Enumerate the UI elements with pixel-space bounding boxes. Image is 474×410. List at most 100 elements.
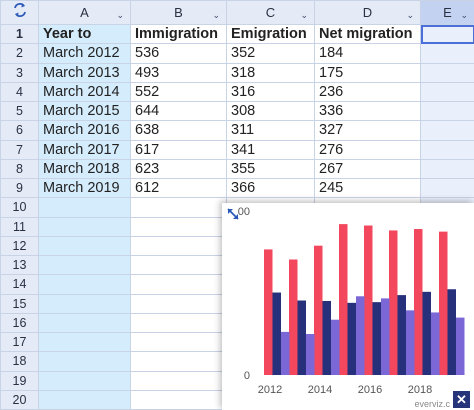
bar-emigration-2013[interactable]: [297, 300, 307, 375]
row-number[interactable]: 15: [0, 293, 39, 314]
bar-immigration-2012[interactable]: [264, 249, 273, 375]
cell-b7[interactable]: 617: [130, 139, 227, 160]
cell-d3[interactable]: 175: [314, 62, 421, 83]
row-number[interactable]: 2: [0, 43, 39, 64]
column-header-e[interactable]: E ⌄: [420, 0, 474, 25]
bar-immigration-2016[interactable]: [364, 225, 373, 375]
chevron-down-icon[interactable]: ⌄: [406, 10, 414, 20]
cell-c7[interactable]: 341: [226, 139, 315, 160]
cell-a2[interactable]: March 2012: [38, 43, 131, 64]
expand-arrows-icon[interactable]: [226, 207, 240, 221]
row-number[interactable]: 9: [0, 177, 39, 199]
row-number[interactable]: 19: [0, 370, 39, 391]
cell-d4[interactable]: 236: [314, 81, 421, 103]
cell-b20[interactable]: [130, 389, 227, 410]
cell-a5[interactable]: March 2015: [38, 100, 131, 122]
cell-c2[interactable]: 352: [226, 43, 315, 64]
cell-b13[interactable]: [130, 254, 227, 276]
cell-b5[interactable]: 644: [130, 100, 227, 122]
cell-b15[interactable]: [130, 293, 227, 314]
cell-b2[interactable]: 536: [130, 43, 227, 64]
cell-b6[interactable]: 638: [130, 120, 227, 141]
row-number[interactable]: 4: [0, 81, 39, 103]
chevron-down-icon[interactable]: ⌄: [116, 10, 124, 20]
cell-e2[interactable]: [420, 43, 474, 64]
bar-net-migration-2016[interactable]: [381, 298, 390, 375]
cell-e3[interactable]: [420, 62, 474, 83]
column-header-a[interactable]: A ⌄: [38, 0, 131, 25]
cell-b18[interactable]: [130, 351, 227, 372]
cell-a10[interactable]: [38, 197, 131, 218]
cell-b4[interactable]: 552: [130, 81, 227, 103]
cell-a20[interactable]: [38, 389, 131, 410]
row-number[interactable]: 11: [0, 216, 39, 237]
cell-e5[interactable]: [420, 100, 474, 122]
bar-emigration-2016[interactable]: [372, 302, 382, 375]
row-number[interactable]: 13: [0, 254, 39, 276]
bar-net-migration-2014[interactable]: [331, 319, 340, 375]
row-number[interactable]: 18: [0, 351, 39, 372]
bar-net-migration-2013[interactable]: [306, 334, 315, 375]
bar-immigration-2018[interactable]: [414, 229, 423, 375]
cell-a3[interactable]: March 2013: [38, 62, 131, 83]
cell-b10[interactable]: [130, 197, 227, 218]
cell-e6[interactable]: [420, 120, 474, 141]
cell-d2[interactable]: 184: [314, 43, 421, 64]
bar-emigration-2015[interactable]: [347, 302, 357, 375]
cell-b3[interactable]: 493: [130, 62, 227, 83]
cell-d6[interactable]: 327: [314, 120, 421, 141]
cell-a6[interactable]: March 2016: [38, 120, 131, 141]
cell-b17[interactable]: [130, 331, 227, 353]
cell-b14[interactable]: [130, 274, 227, 295]
bar-emigration-2014[interactable]: [322, 300, 332, 375]
cell-a1[interactable]: Year to: [38, 23, 131, 45]
chevron-down-icon[interactable]: ⌄: [300, 10, 308, 20]
cell-a16[interactable]: [38, 312, 131, 334]
cell-e7[interactable]: [420, 139, 474, 160]
row-number[interactable]: 7: [0, 139, 39, 160]
cell-d1[interactable]: Net migration: [314, 23, 421, 45]
cell-a18[interactable]: [38, 351, 131, 372]
column-header-c[interactable]: C ⌄: [226, 0, 315, 25]
cell-a8[interactable]: March 2018: [38, 158, 131, 180]
bar-net-migration-2019[interactable]: [456, 317, 465, 375]
cell-c3[interactable]: 318: [226, 62, 315, 83]
bar-net-migration-2018[interactable]: [431, 312, 440, 375]
cell-a7[interactable]: March 2017: [38, 139, 131, 160]
chart-preview-panel[interactable]: 0 00 2012 2014 2016 2018 everviz.c ✕: [222, 203, 474, 410]
bar-immigration-2019[interactable]: [439, 231, 448, 375]
row-number[interactable]: 6: [0, 120, 39, 141]
cell-c4[interactable]: 316: [226, 81, 315, 103]
cell-d9[interactable]: 245: [314, 177, 421, 199]
cell-a13[interactable]: [38, 254, 131, 276]
bar-immigration-2017[interactable]: [389, 230, 398, 375]
cell-a19[interactable]: [38, 370, 131, 391]
bar-net-migration-2017[interactable]: [406, 310, 415, 375]
cell-b9[interactable]: 612: [130, 177, 227, 199]
cell-d5[interactable]: 336: [314, 100, 421, 122]
row-number[interactable]: 1: [0, 23, 39, 45]
bar-emigration-2018[interactable]: [422, 291, 432, 375]
chevron-down-icon[interactable]: ⌄: [460, 10, 468, 20]
column-header-d[interactable]: D ⌄: [314, 0, 421, 25]
row-number[interactable]: 5: [0, 100, 39, 122]
cell-a17[interactable]: [38, 331, 131, 353]
cell-b11[interactable]: [130, 216, 227, 237]
cell-c5[interactable]: 308: [226, 100, 315, 122]
cell-e9[interactable]: [420, 177, 474, 199]
bar-immigration-2013[interactable]: [289, 259, 298, 375]
cell-d7[interactable]: 276: [314, 139, 421, 160]
row-number[interactable]: 12: [0, 235, 39, 257]
cell-c6[interactable]: 311: [226, 120, 315, 141]
bar-emigration-2012[interactable]: [272, 292, 282, 375]
bar-emigration-2019[interactable]: [447, 289, 457, 375]
cell-c8[interactable]: 355: [226, 158, 315, 180]
cell-b12[interactable]: [130, 235, 227, 257]
cell-b1[interactable]: Immigration: [130, 23, 227, 45]
cell-a11[interactable]: [38, 216, 131, 237]
row-number[interactable]: 10: [0, 197, 39, 218]
cell-c1[interactable]: Emigration: [226, 23, 315, 45]
row-number[interactable]: 17: [0, 331, 39, 353]
cell-b19[interactable]: [130, 370, 227, 391]
cell-b16[interactable]: [130, 312, 227, 334]
